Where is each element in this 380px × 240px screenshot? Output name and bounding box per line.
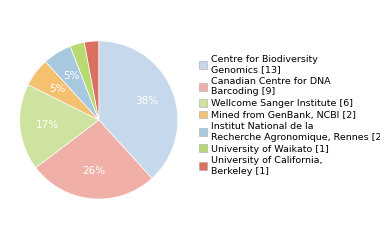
Wedge shape <box>20 85 99 168</box>
Wedge shape <box>84 41 99 120</box>
Text: 5%: 5% <box>49 84 66 94</box>
Wedge shape <box>46 46 99 120</box>
Text: 17%: 17% <box>36 120 59 130</box>
Text: 26%: 26% <box>82 166 106 176</box>
Legend: Centre for Biodiversity
Genomics [13], Canadian Centre for DNA
Barcoding [9], We: Centre for Biodiversity Genomics [13], C… <box>198 54 380 177</box>
Wedge shape <box>36 120 152 199</box>
Wedge shape <box>99 41 178 178</box>
Wedge shape <box>70 42 99 120</box>
Wedge shape <box>28 62 99 120</box>
Text: 38%: 38% <box>135 96 158 107</box>
Text: 5%: 5% <box>63 71 80 81</box>
